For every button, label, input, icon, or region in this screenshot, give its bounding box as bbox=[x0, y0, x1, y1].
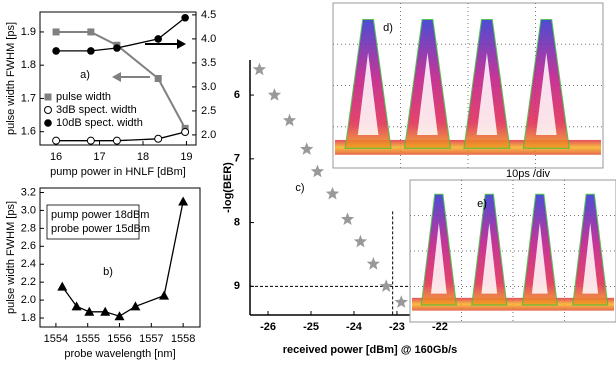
marker bbox=[268, 88, 281, 101]
y-tick-label: 2.4 bbox=[21, 258, 36, 270]
y2-tick-label: 2.5 bbox=[201, 105, 216, 117]
y-tick-label: 1.7 bbox=[21, 92, 36, 104]
marker bbox=[113, 137, 120, 144]
y-tick-label: 3.2 bbox=[21, 186, 36, 198]
x-tick-label: 16 bbox=[50, 151, 62, 163]
annotation: pump power 18dBm bbox=[51, 209, 149, 221]
y-tick-label: 9 bbox=[234, 280, 240, 292]
y-axis-title: pulse width FWHM [ps] bbox=[5, 201, 17, 314]
page: 16 17 18 19 1.6 1.7 1.8 1.9 2.0 2.5 3.0 3.5 4.0 4.5 pu… bbox=[0, 0, 616, 366]
marker bbox=[311, 165, 324, 178]
marker bbox=[154, 35, 162, 43]
x-tick-label: -24 bbox=[346, 321, 363, 333]
eye-label: d) bbox=[383, 22, 393, 34]
y2-tick-label: 3.5 bbox=[201, 57, 216, 69]
marker bbox=[44, 119, 52, 127]
x-tick-label: 1558 bbox=[171, 333, 195, 345]
marker bbox=[341, 212, 354, 225]
marker bbox=[72, 301, 82, 310]
marker bbox=[87, 137, 94, 144]
arrow-head bbox=[177, 39, 186, 49]
marker bbox=[182, 129, 189, 136]
y2-tick-label: 4.0 bbox=[201, 33, 216, 45]
x-tick-label: 1555 bbox=[75, 333, 99, 345]
y-tick-label: 7 bbox=[234, 153, 240, 165]
x-tick-label: -23 bbox=[389, 321, 405, 333]
marker bbox=[181, 14, 189, 22]
marker bbox=[367, 257, 380, 270]
marker bbox=[53, 137, 60, 144]
panel-label: c) bbox=[295, 182, 304, 194]
marker bbox=[354, 235, 367, 248]
x-tick-label: -22 bbox=[432, 321, 448, 333]
y-tick-label: 2.0 bbox=[21, 294, 36, 306]
y-tick-label: 3.0 bbox=[21, 204, 36, 216]
y-tick-label: 6 bbox=[234, 89, 240, 101]
x-tick-label: 18 bbox=[137, 151, 149, 163]
marker bbox=[326, 187, 339, 200]
marker bbox=[87, 47, 95, 55]
marker bbox=[178, 196, 188, 205]
marker bbox=[45, 107, 52, 114]
marker bbox=[113, 44, 121, 52]
marker bbox=[283, 114, 296, 127]
y-axis-title: pulse width FWHM [ps] bbox=[5, 22, 17, 135]
marker bbox=[53, 28, 60, 35]
marker bbox=[52, 47, 60, 55]
x-tick-label: 17 bbox=[93, 151, 105, 163]
x-tick-label: 1557 bbox=[139, 333, 163, 345]
y2-tick-label: 3.0 bbox=[201, 81, 216, 93]
arrow-head bbox=[112, 72, 121, 82]
marker bbox=[159, 291, 169, 300]
legend-label: pulse width bbox=[56, 91, 111, 103]
marker bbox=[155, 75, 162, 82]
marker bbox=[395, 295, 408, 308]
y-tick-label: 1.8 bbox=[21, 59, 36, 71]
y2-tick-label: 4.5 bbox=[201, 9, 216, 21]
x-tick-label: 19 bbox=[180, 151, 192, 163]
marker bbox=[380, 279, 393, 292]
marker bbox=[57, 282, 67, 291]
eye-scale: 10ps /div bbox=[506, 168, 551, 180]
y-tick-label: 2.8 bbox=[21, 222, 36, 234]
y-tick-label: 1.9 bbox=[21, 26, 36, 38]
eye-label: e) bbox=[477, 198, 487, 210]
series-line bbox=[56, 18, 185, 51]
marker bbox=[300, 142, 313, 155]
marker bbox=[130, 301, 140, 310]
x-tick-label: 1554 bbox=[44, 333, 68, 345]
marker bbox=[45, 94, 52, 101]
x-tick-label: 1556 bbox=[107, 333, 131, 345]
x-tick-label: -26 bbox=[260, 321, 276, 333]
y-tick-label: 1.6 bbox=[21, 126, 36, 138]
y-tick-label: 1.8 bbox=[21, 312, 36, 324]
y2-tick-label: 2.0 bbox=[201, 129, 216, 141]
marker bbox=[87, 28, 94, 35]
y-axis-title: -log(BER) bbox=[222, 162, 234, 213]
y-tick-label: 2.2 bbox=[21, 276, 36, 288]
legend-label: 3dB spect. width bbox=[56, 104, 137, 116]
y-tick-label: 8 bbox=[234, 216, 240, 228]
panel-label: b) bbox=[103, 266, 113, 278]
legend-label: 10dB spect. width bbox=[56, 117, 143, 129]
annotation: probe power 15dBm bbox=[51, 223, 150, 235]
x-axis-title: pump power in HNLF [dBm] bbox=[50, 166, 186, 178]
marker bbox=[155, 135, 162, 142]
panel-label: a) bbox=[80, 69, 90, 81]
marker bbox=[253, 63, 266, 76]
x-axis-title: received power [dBm] @ 160Gb/s bbox=[283, 344, 458, 356]
figure: 16 17 18 19 1.6 1.7 1.8 1.9 2.0 2.5 3.0 3.5 4.0 4.5 pu… bbox=[0, 0, 616, 366]
x-tick-label: -25 bbox=[303, 321, 319, 333]
x-axis-title: probe wavelength [nm] bbox=[64, 348, 175, 360]
y-tick-label: 2.6 bbox=[21, 240, 36, 252]
